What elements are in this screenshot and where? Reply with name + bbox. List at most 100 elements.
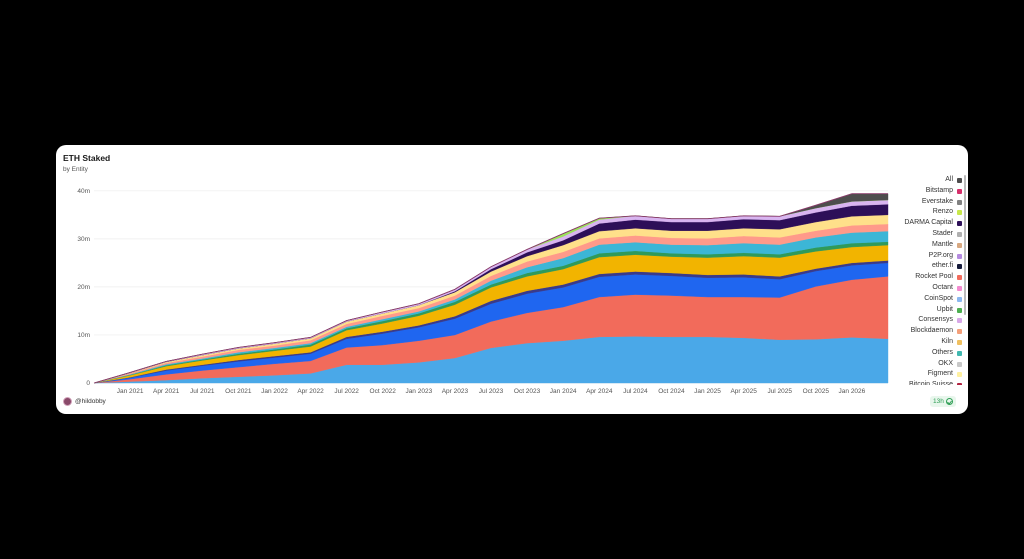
y-tick-label: 30m <box>77 236 90 243</box>
x-tick-label: Jan 2023 <box>405 388 432 395</box>
x-tick-label: Oct 2023 <box>514 388 541 395</box>
legend-swatch <box>957 199 962 205</box>
x-tick-label: Apr 2023 <box>442 388 469 395</box>
legend-label: Renzo <box>932 208 953 216</box>
legend-item[interactable]: Kiln <box>896 337 962 348</box>
area-series <box>93 193 889 384</box>
legend-item[interactable]: Bitcoin Suisse <box>896 380 962 385</box>
axes: 0 10m 20m 30m 40m Jan 2021 Apr 2021 Jul 2021 Oct… <box>77 188 865 395</box>
legend-item[interactable]: Mantle <box>896 240 962 251</box>
legend-swatch <box>957 275 962 281</box>
legend-item[interactable]: Others <box>896 348 962 359</box>
legend-label: Bitcoin Suisse <box>909 381 953 385</box>
legend-item[interactable]: Renzo <box>896 207 962 218</box>
legend-label: CoinSpot <box>924 294 953 302</box>
legend-label: Stader <box>932 229 953 237</box>
legend-swatch <box>957 253 962 259</box>
legend-swatch <box>957 242 962 248</box>
refresh-time-label: 13h <box>933 398 944 405</box>
legend-item[interactable]: ether.fi <box>896 261 962 272</box>
author-username[interactable]: @hildobby <box>75 398 106 405</box>
x-tick-label: Jan 2025 <box>694 388 721 395</box>
x-tick-label: Jan 2024 <box>550 388 577 395</box>
avatar[interactable] <box>63 397 72 406</box>
legend-label: Others <box>931 348 953 356</box>
x-tick-label: Jul 2022 <box>334 388 359 395</box>
legend-label: All <box>945 176 953 183</box>
chart-subtitle: by Entity <box>63 166 88 173</box>
x-tick-label: Apr 2025 <box>730 388 757 395</box>
legend-label: Upbit <box>936 305 953 313</box>
x-tick-label: Jul 2025 <box>767 388 792 395</box>
check-circle-icon <box>945 398 953 405</box>
legend-swatch <box>957 285 962 291</box>
legend-swatch <box>957 307 962 313</box>
legend-item[interactable]: Consensys <box>896 315 962 326</box>
legend-item[interactable]: Blockdaemon <box>896 326 962 337</box>
legend-item[interactable]: CoinSpot <box>896 294 962 305</box>
x-tick-label: Oct 2022 <box>370 388 397 395</box>
stacked-area-chart[interactable]: 0 10m 20m 30m 40m Jan 2021 Apr 2021 Jul 2021 Oct… <box>56 145 968 414</box>
x-tick-label: Jul 2021 <box>190 388 215 395</box>
legend-item[interactable]: Stader <box>896 229 962 240</box>
legend-item[interactable]: Figment <box>896 369 962 380</box>
x-tick-label: Oct 2024 <box>658 388 685 395</box>
legend-swatch <box>957 210 962 216</box>
legend-label: Blockdaemon <box>910 327 953 335</box>
legend-swatch <box>957 188 962 194</box>
y-tick-label: 20m <box>77 284 90 291</box>
legend-item[interactable]: OKX <box>896 359 962 370</box>
legend-swatch <box>957 231 962 237</box>
y-tick-label: 0 <box>86 380 90 387</box>
legend-label: Figment <box>927 370 953 378</box>
legend-label: Consensys <box>918 316 953 324</box>
legend-item[interactable]: Rocket Pool <box>896 272 962 283</box>
legend-item[interactable]: Octant <box>896 283 962 294</box>
chart-card: ETH Staked by Entity 0 10m 20m 30m 40m Jan 20… <box>56 145 968 414</box>
refresh-status-badge[interactable]: 13h <box>930 396 956 407</box>
total-outline <box>93 193 888 384</box>
legend-swatch <box>957 264 962 270</box>
legend-label: Kiln <box>941 337 953 345</box>
x-tick-label: Jan 2026 <box>839 388 866 395</box>
chart-title: ETH Staked <box>63 153 111 163</box>
chart-legend[interactable]: All Bitstamp Everstake Renzo DARMA Capital St… <box>896 175 962 385</box>
y-tick-label: 40m <box>77 188 90 195</box>
legend-swatch <box>957 361 962 367</box>
legend-scrollbar[interactable] <box>964 175 966 315</box>
x-tick-label: Jan 2022 <box>261 388 288 395</box>
legend-label: Bitstamp <box>925 186 953 194</box>
x-tick-label: Apr 2021 <box>153 388 180 395</box>
x-tick-label: Jul 2023 <box>479 388 504 395</box>
legend-item[interactable]: P2P.org <box>896 251 962 262</box>
x-tick-label: Jan 2021 <box>117 388 144 395</box>
x-tick-label: Apr 2022 <box>297 388 324 395</box>
legend-label: Rocket Pool <box>915 273 953 281</box>
legend-item[interactable]: DARMA Capital <box>896 218 962 229</box>
legend-swatch <box>957 339 962 345</box>
legend-label: P2P.org <box>928 251 953 259</box>
legend-label: Mantle <box>931 240 953 248</box>
x-tick-label: Oct 2021 <box>225 388 252 395</box>
legend-label: ether.fi <box>931 262 953 270</box>
legend-label: Everstake <box>921 197 953 205</box>
legend-swatch <box>957 350 962 356</box>
x-tick-label: Apr 2024 <box>586 388 613 395</box>
legend-swatch <box>957 329 962 335</box>
legend-swatch <box>957 178 962 183</box>
legend-swatch <box>957 296 962 302</box>
legend-item[interactable]: Everstake <box>896 197 962 208</box>
legend-swatch <box>957 221 962 227</box>
y-tick-label: 10m <box>77 332 90 339</box>
legend-item[interactable]: All <box>896 175 962 186</box>
legend-item[interactable]: Bitstamp <box>896 186 962 197</box>
x-tick-label: Oct 2025 <box>803 388 830 395</box>
x-tick-label: Jul 2024 <box>623 388 648 395</box>
legend-item[interactable]: Upbit <box>896 305 962 316</box>
legend-label: Octant <box>932 283 953 291</box>
legend-label: OKX <box>938 359 953 367</box>
legend-swatch <box>957 372 962 378</box>
legend-label: DARMA Capital <box>904 219 953 227</box>
legend-swatch <box>957 383 962 385</box>
legend-swatch <box>957 318 962 324</box>
